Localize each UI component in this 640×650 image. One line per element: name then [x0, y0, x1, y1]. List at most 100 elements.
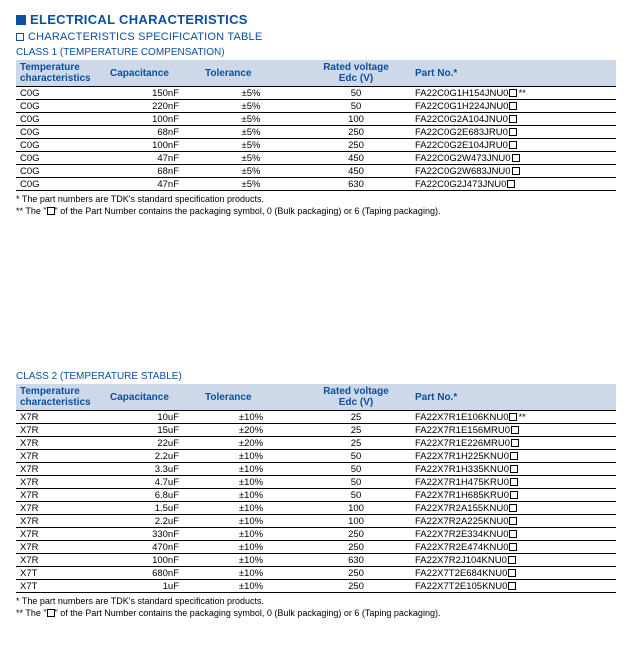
cell-tol: ±5%: [201, 178, 301, 191]
cell-part-no: FA22X7R1E106KNU0 **: [411, 411, 616, 424]
table-row: C0G68nF±5%250FA22C0G2E683JRU0: [16, 126, 616, 139]
placeholder-box-icon: [510, 491, 518, 499]
cell-rated-voltage: 250: [301, 567, 411, 580]
cell-tol: ±10%: [201, 541, 301, 554]
cell-temp: X7R: [16, 515, 106, 528]
cell-rated-voltage: 25: [301, 411, 411, 424]
cell-rated-voltage: 250: [301, 126, 411, 139]
cell-tol: ±5%: [201, 87, 301, 100]
cell-temp: C0G: [16, 113, 106, 126]
cell-tol: ±10%: [201, 528, 301, 541]
cell-part-no: FA22C0G2W683JNU0: [411, 165, 616, 178]
cell-tol: ±10%: [201, 489, 301, 502]
col-rated-voltage: Rated voltage Edc (V): [301, 384, 411, 411]
placeholder-box-icon: [510, 452, 518, 460]
cell-temp: X7R: [16, 554, 106, 567]
cell-cap: 680nF: [106, 567, 201, 580]
placeholder-box-icon: [511, 439, 519, 447]
placeholder-box-icon: [47, 609, 55, 617]
note-1: * The part numbers are TDK's standard sp…: [16, 595, 624, 607]
cell-cap: 68nF: [106, 126, 201, 139]
cell-temp: X7T: [16, 580, 106, 593]
cell-rated-voltage: 630: [301, 554, 411, 567]
cell-part-no: FA22X7T2E684KNU0: [411, 567, 616, 580]
note-1: * The part numbers are TDK's standard sp…: [16, 193, 624, 205]
placeholder-box-icon: [509, 517, 517, 525]
part-number-text: FA22C0G2E683JRU0: [415, 127, 508, 138]
table-row: C0G100nF±5%250FA22C0G2E104JRU0: [16, 139, 616, 152]
placeholder-box-icon: [47, 207, 55, 215]
spacer: [16, 217, 624, 367]
table-row: X7R1.5uF±10%100FA22X7R2A155KNU0: [16, 502, 616, 515]
double-asterisk: **: [518, 412, 525, 423]
cell-cap: 10uF: [106, 411, 201, 424]
cell-cap: 470nF: [106, 541, 201, 554]
cell-cap: 22uF: [106, 437, 201, 450]
placeholder-box-icon: [508, 556, 516, 564]
cell-tol: ±10%: [201, 502, 301, 515]
section-heading: ELECTRICAL CHARACTERISTICS: [16, 12, 624, 27]
table-header: Temperature characteristics Capacitance …: [16, 60, 616, 87]
cell-tol: ±5%: [201, 100, 301, 113]
table-row: X7R470nF±10%250FA22X7R2E474KNU0: [16, 541, 616, 554]
cell-rated-voltage: 100: [301, 515, 411, 528]
cell-temp: C0G: [16, 165, 106, 178]
part-number-text: FA22C0G2A104JNU0: [415, 114, 508, 125]
cell-part-no: FA22C0G2E683JRU0: [411, 126, 616, 139]
cell-rated-voltage: 630: [301, 178, 411, 191]
part-number-text: FA22C0G1H154JNU0: [415, 88, 508, 99]
cell-tol: ±10%: [201, 580, 301, 593]
part-number-text: FA22C0G2W683JNU0: [415, 166, 511, 177]
cell-tol: ±5%: [201, 152, 301, 165]
table-row: C0G220nF±5%50FA22C0G1H224JNU0: [16, 100, 616, 113]
part-number-text: FA22X7R1E106KNU0: [415, 412, 508, 423]
cell-part-no: FA22C0G1H154JNU0**: [411, 87, 616, 100]
table-row: X7R330nF±10%250FA22X7R2E334KNU0: [16, 528, 616, 541]
part-number-text: FA22C0G2J473JNU0: [415, 179, 506, 190]
cell-tol: ±10%: [201, 567, 301, 580]
col-part-no: Part No.*: [411, 60, 616, 87]
cell-temp: X7R: [16, 463, 106, 476]
part-number-text: FA22X7T2E105KNU0: [415, 581, 507, 592]
cell-tol: ±10%: [201, 411, 301, 424]
cell-tol: ±10%: [201, 463, 301, 476]
cell-cap: 1.5uF: [106, 502, 201, 515]
table-row: C0G68nF±5%450FA22C0G2W683JNU0: [16, 165, 616, 178]
cell-part-no: FA22X7R1H475KRU0: [411, 476, 616, 489]
cell-part-no: FA22X7R2E474KNU0: [411, 541, 616, 554]
placeholder-box-icon: [510, 465, 518, 473]
cell-part-no: FA22C0G2A104JNU0: [411, 113, 616, 126]
placeholder-box-icon: [509, 530, 517, 538]
cell-rated-voltage: 250: [301, 528, 411, 541]
cell-temp: X7R: [16, 541, 106, 554]
cell-cap: 2.2uF: [106, 515, 201, 528]
table-row: C0G47nF±5%450FA22C0G2W473JNU0: [16, 152, 616, 165]
cell-rated-voltage: 25: [301, 437, 411, 450]
placeholder-box-icon: [509, 115, 517, 123]
class1-label: CLASS 1 (TEMPERATURE COMPENSATION): [16, 47, 624, 58]
cell-temp: C0G: [16, 126, 106, 139]
cell-part-no: FA22X7R2A225KNU0: [411, 515, 616, 528]
cell-temp: C0G: [16, 139, 106, 152]
cell-cap: 68nF: [106, 165, 201, 178]
class1-notes: * The part numbers are TDK's standard sp…: [16, 193, 624, 217]
cell-temp: X7T: [16, 567, 106, 580]
subsection-heading: CHARACTERISTICS SPECIFICATION TABLE: [16, 31, 624, 43]
cell-tol: ±20%: [201, 424, 301, 437]
table-row: C0G150nF±5%50FA22C0G1H154JNU0**: [16, 87, 616, 100]
cell-temp: X7R: [16, 489, 106, 502]
class2-table: Temperature characteristics Capacitance …: [16, 384, 616, 593]
cell-cap: 47nF: [106, 152, 201, 165]
cell-temp: X7R: [16, 437, 106, 450]
cell-cap: 150nF: [106, 87, 201, 100]
placeholder-box-icon: [510, 478, 518, 486]
cell-temp: C0G: [16, 87, 106, 100]
cell-temp: C0G: [16, 100, 106, 113]
cell-part-no: FA22X7R2J104KNU0: [411, 554, 616, 567]
part-number-text: FA22C0G2E104JRU0: [415, 140, 508, 151]
cell-part-no: FA22X7R1H335KNU0: [411, 463, 616, 476]
table-row: X7T680nF±10%250FA22X7T2E684KNU0: [16, 567, 616, 580]
placeholder-box-icon: [509, 543, 517, 551]
col-part-no: Part No.*: [411, 384, 616, 411]
cell-part-no: FA22C0G2J473JNU0: [411, 178, 616, 191]
